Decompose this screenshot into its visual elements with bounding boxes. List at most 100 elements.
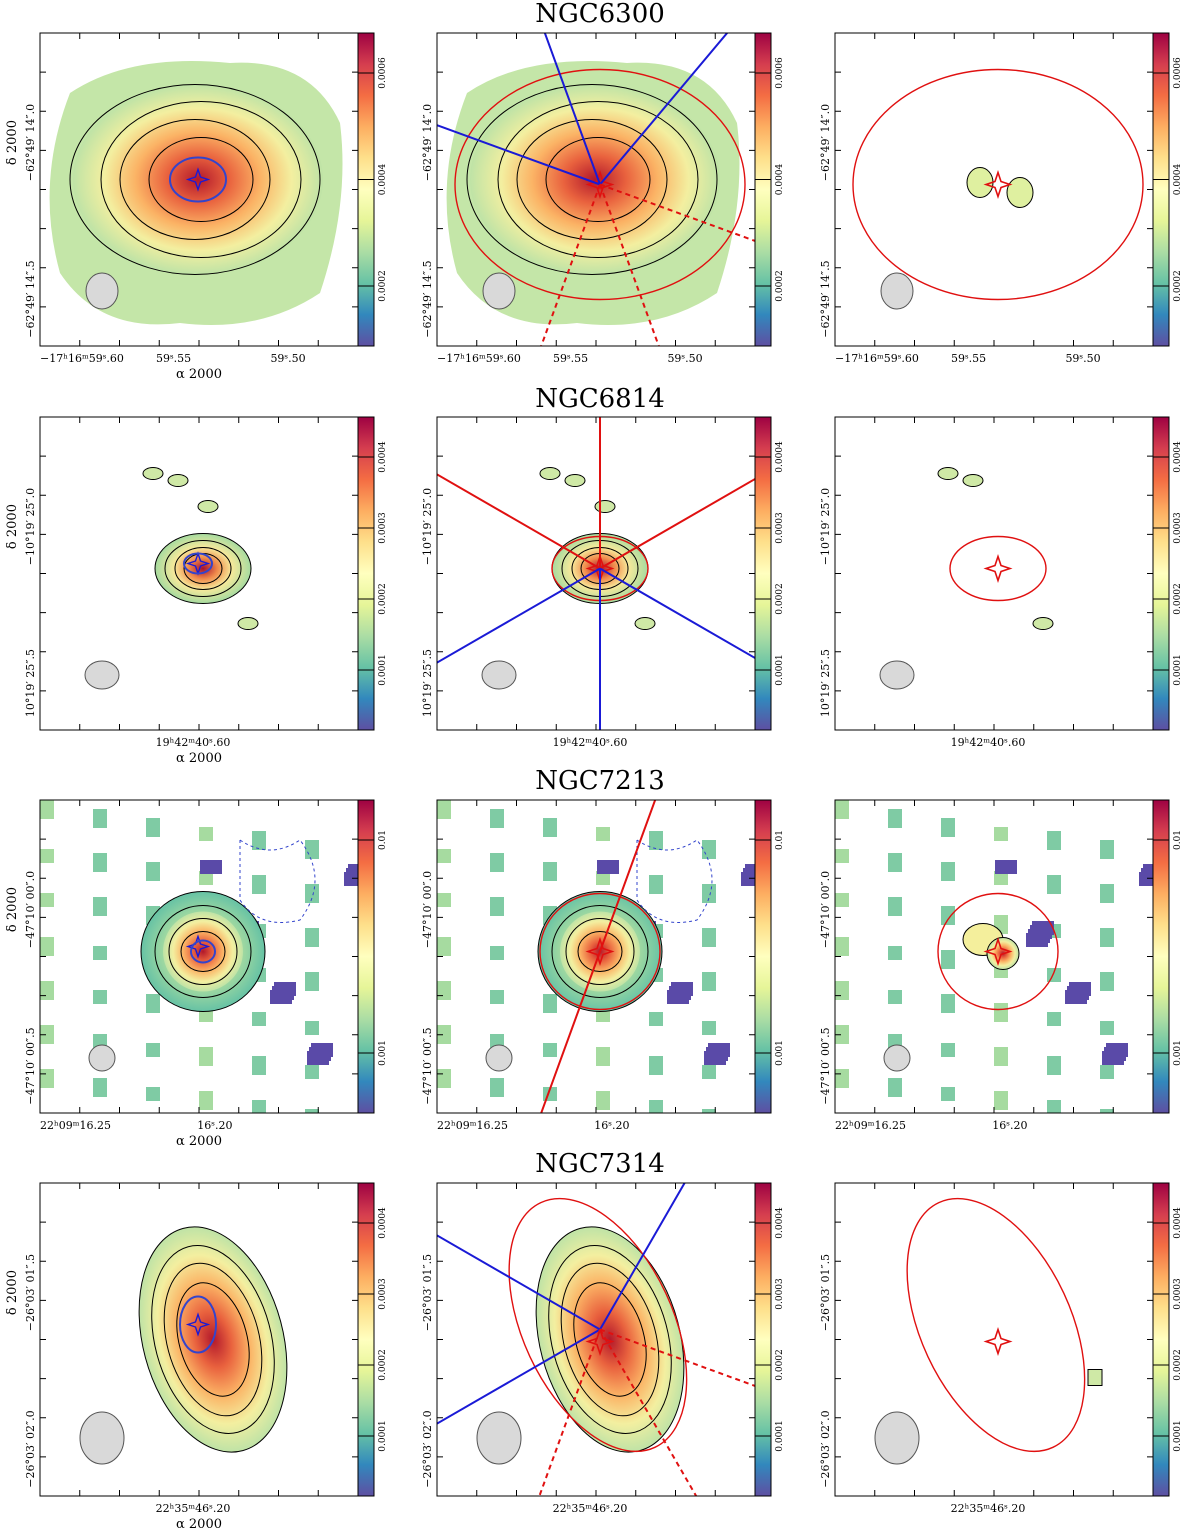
emission-core <box>536 1226 684 1453</box>
colorbar <box>1152 1182 1170 1497</box>
fit-ellipse <box>949 535 1047 602</box>
noise-pixel <box>40 849 54 863</box>
dec-tick-label: −47°10′ 00″.5 <box>421 1027 434 1104</box>
dec-tick-label: −26°03′ 01″.5 <box>421 1254 434 1331</box>
noise-pixel <box>490 902 504 916</box>
dec-tick-label: 10°19′ 25″.5 <box>24 649 37 717</box>
colorbar-label: 0.0003 <box>775 1278 785 1310</box>
noise-pixel <box>93 858 107 872</box>
dec-tick-label: −47°10′ 00″.0 <box>421 871 434 948</box>
noise-pixel <box>543 867 557 881</box>
colorbar-label: 0.0004 <box>1173 1207 1183 1239</box>
noise-pixel <box>93 946 107 960</box>
colorbar-label: 0.0003 <box>1173 1278 1183 1310</box>
noise-pixel <box>252 1061 266 1075</box>
contour <box>168 918 238 985</box>
row-title: NGC6814 <box>535 384 665 414</box>
emission-core <box>73 84 323 275</box>
ra-tick-label: 59ˢ.55 <box>156 352 191 365</box>
noise-pixel <box>941 999 955 1013</box>
panel-NGC7314-model: 0.0004 0.0003 0.0002 0.0001 22ʰ35ᵐ46ˢ.20 −26°… <box>421 1182 785 1515</box>
contour <box>180 931 226 972</box>
map-image <box>852 68 1144 301</box>
map-image <box>142 467 259 630</box>
colorbar-label: 0.0004 <box>1173 441 1183 473</box>
ra-tick-label: −17ʰ16ᵐ59ˢ.60 <box>40 352 124 365</box>
noise-pixel <box>1047 1012 1061 1026</box>
ra-tick-label: 59ˢ.50 <box>667 352 702 365</box>
noise-pixel <box>490 814 504 828</box>
noise-pixel <box>93 814 107 828</box>
noise-pixel <box>146 823 160 837</box>
map-image <box>437 1183 755 1496</box>
noise-pixel <box>994 1052 1008 1066</box>
noise-pixel <box>543 999 557 1013</box>
panel-NGC6814-map: 0.0004 0.0003 0.0002 0.0001 19ʰ42ᵐ40ˢ.60 −10°… <box>5 416 388 766</box>
noise-pixel <box>1100 933 1114 947</box>
ra-tick-label: 16ˢ.20 <box>594 1119 629 1132</box>
noise-pixel <box>1100 889 1114 903</box>
colorbar-label: 0.0004 <box>378 441 388 473</box>
noise-pixel <box>702 1021 716 1035</box>
position-angle-line <box>437 1328 601 1425</box>
noise-pixel <box>1047 1061 1061 1075</box>
half-peak-contour <box>183 552 213 575</box>
colorbar-label: 0.0002 <box>378 1349 388 1381</box>
noise-pixel <box>93 990 107 1004</box>
noise-pixel <box>305 1065 319 1079</box>
contour <box>151 1245 275 1434</box>
colorbar-label: 0.0002 <box>378 583 388 615</box>
noise-blob <box>539 467 561 480</box>
negative-pixel <box>307 1051 329 1065</box>
map-image <box>437 800 755 1113</box>
residual-blob <box>1087 1369 1103 1386</box>
dec-tick-label: −26°03′ 02″.0 <box>421 1410 434 1487</box>
colorbar-label: 0.0004 <box>775 1207 785 1239</box>
colorbar-label: 0.0002 <box>1173 270 1183 302</box>
colorbar-label: 0.0003 <box>378 512 388 544</box>
noise-pixel <box>305 845 319 859</box>
ra-tick-label: 22ʰ35ᵐ46ˢ.20 <box>951 1502 1026 1515</box>
map-image <box>835 800 1153 1113</box>
noise-pixel <box>437 986 451 1000</box>
negative-pixel <box>597 860 619 874</box>
negative-contour <box>636 839 713 923</box>
beam-ellipse <box>879 660 915 690</box>
noise-pixel <box>199 1096 213 1110</box>
noise-pixel <box>305 1021 319 1035</box>
colorbar-label: 0.0006 <box>378 57 388 89</box>
noise-pixel <box>994 871 1008 885</box>
noise-pixel <box>93 1083 107 1097</box>
negative-pixel <box>1065 990 1087 1004</box>
residual-blob <box>1032 617 1054 630</box>
panel-NGC6300-map: 0.0006 0.0004 0.0002 −17ʰ16ᵐ59ˢ.60 59ˢ.55 59ˢ… <box>5 32 388 382</box>
noise-pixel <box>596 1052 610 1066</box>
dec-tick-label: −62°49′ 14″.0 <box>421 104 434 181</box>
row-title: NGC7314 <box>535 1149 665 1179</box>
noise-pixel <box>146 867 160 881</box>
contour <box>140 891 266 1012</box>
noise-pixel <box>490 1083 504 1097</box>
contour <box>154 905 252 998</box>
negative-pixel <box>1026 933 1048 947</box>
y-axis-label: δ 2000 <box>5 887 20 932</box>
noise-pixel <box>40 893 54 907</box>
contour <box>565 918 635 985</box>
noise-pixel <box>146 1087 160 1101</box>
noise-pixel <box>835 986 849 1000</box>
colorbar <box>754 1182 772 1497</box>
noise-blob <box>142 467 164 480</box>
ra-tick-label: 59ˢ.50 <box>270 352 305 365</box>
position-angle-line <box>540 184 601 346</box>
noise-pixel <box>1100 1065 1114 1079</box>
noise-blob <box>237 617 259 630</box>
row-title: NGC7213 <box>535 766 665 796</box>
colorbar-label: 0.0004 <box>378 163 388 195</box>
noise-pixel <box>835 849 849 863</box>
colorbar-label: 0.0001 <box>1173 1420 1183 1452</box>
colorbar <box>1152 799 1170 1114</box>
negative-pixel <box>344 872 358 886</box>
dec-tick-label: −62°49′ 14″.5 <box>819 260 832 337</box>
noise-pixel <box>40 1074 54 1088</box>
dec-tick-label: −47°10′ 00″.0 <box>24 871 37 948</box>
